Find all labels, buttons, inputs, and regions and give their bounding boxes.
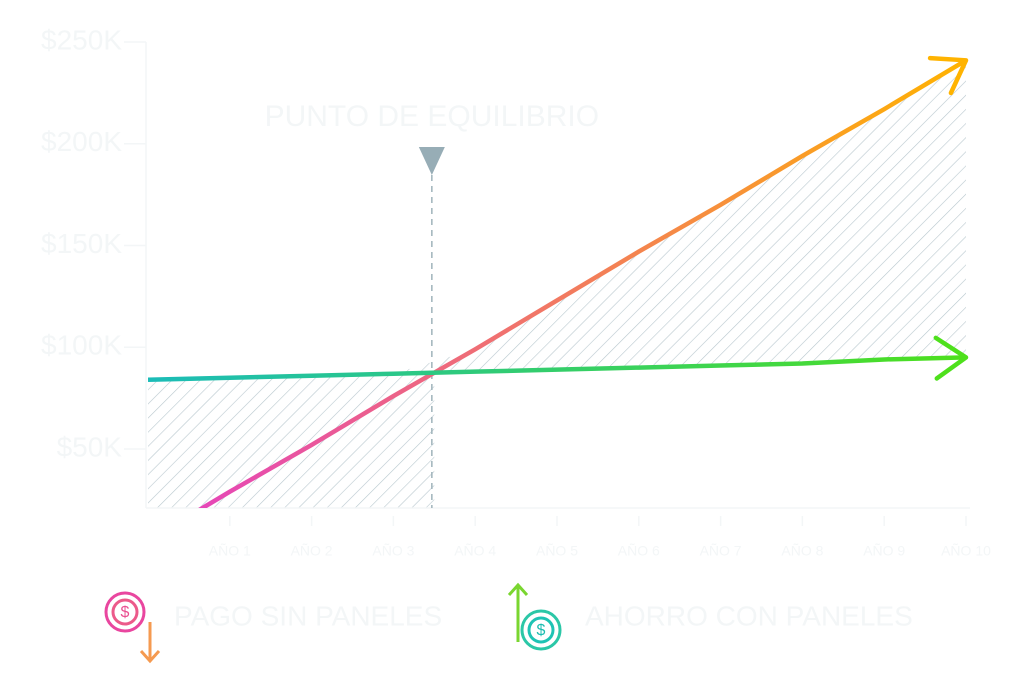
annotation: PUNTO DE EQUILIBRIO	[265, 100, 600, 133]
x-tick-label: AÑO 2	[291, 543, 333, 559]
x-tick-label: AÑO 9	[863, 543, 905, 559]
x-tick-label: AÑO 3	[372, 543, 414, 559]
legend-icon-pago: $	[104, 591, 161, 664]
svg-text:$: $	[121, 604, 130, 621]
arrow-head	[933, 335, 969, 381]
equilibrium-marker	[418, 147, 445, 175]
y-tick-label: $50K	[57, 431, 123, 462]
y-tick-label: $100K	[41, 330, 122, 361]
legend-label: AHORRO CON PANELES	[585, 600, 913, 631]
x-tick-label: AÑO 8	[781, 543, 823, 559]
legend: $ PAGO SIN PANELES $ AHORRO CON PANELES	[104, 582, 913, 664]
legend-label: PAGO SIN PANELES	[174, 600, 442, 631]
svg-text:$: $	[537, 622, 546, 639]
x-tick-label: AÑO 10	[941, 543, 991, 559]
series-line	[148, 355, 967, 383]
x-tick-label: AÑO 7	[700, 543, 742, 559]
x-tick-label: AÑO 5	[536, 543, 578, 559]
legend-icon-ahorro: $	[507, 582, 562, 651]
x-tick-label: AÑO 1	[209, 543, 251, 559]
y-tick-label: $250K	[41, 24, 122, 55]
series-line	[198, 58, 968, 508]
arrow-head	[927, 55, 969, 96]
hatch-area	[148, 60, 966, 508]
x-tick-label: AÑO 6	[618, 543, 660, 559]
x-tick-label: AÑO 4	[454, 543, 496, 559]
y-tick-label: $200K	[41, 126, 122, 157]
y-tick-label: $150K	[41, 228, 122, 259]
